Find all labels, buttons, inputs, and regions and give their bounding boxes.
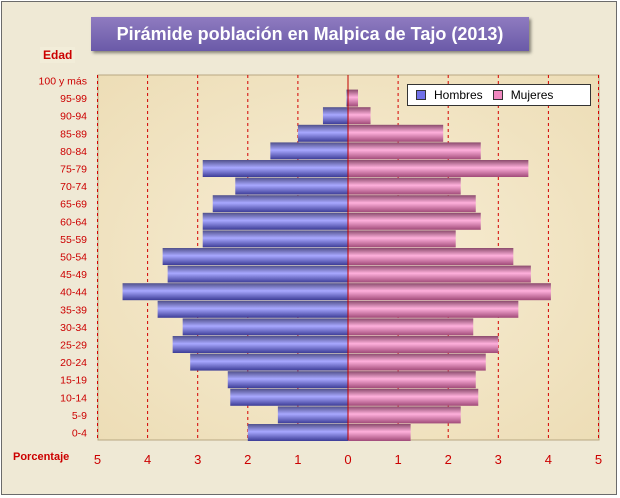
bar-hombres [322, 107, 348, 125]
x-tick-label: 2 [244, 452, 251, 467]
bar-mujeres [348, 371, 476, 389]
bar-mujeres [348, 177, 461, 195]
bar-hombres [122, 283, 348, 301]
bar-mujeres [348, 336, 499, 353]
bar-mujeres [348, 160, 529, 177]
bars-group [122, 89, 551, 441]
bar-hombres [172, 336, 348, 353]
x-tick-label: 5 [94, 452, 101, 467]
y-tick-label: 15-19 [60, 375, 87, 387]
bar-hombres [157, 300, 348, 318]
y-tick-label: 10-14 [60, 392, 87, 404]
y-tick-label: 75-79 [60, 164, 87, 176]
bar-mujeres [348, 212, 481, 230]
bar-hombres [202, 160, 348, 177]
bar-hombres [202, 212, 348, 230]
bar-mujeres [348, 300, 519, 318]
x-tick-label: 4 [144, 452, 151, 467]
bar-hombres [346, 89, 348, 107]
x-tick-label: 0 [344, 452, 351, 467]
bar-hombres [162, 248, 348, 265]
x-tick-label: 3 [194, 452, 201, 467]
y-tick-label: 70-74 [60, 181, 87, 193]
bar-hombres [212, 195, 348, 213]
y-tick-label: 20-24 [60, 357, 87, 369]
x-axis-label: Porcentaje [13, 451, 70, 463]
bar-hombres [235, 177, 348, 195]
bar-hombres [297, 124, 348, 142]
y-tick-label: 0-4 [72, 428, 87, 440]
y-tick-label: 65-69 [60, 199, 87, 211]
y-tick-label: 25-29 [60, 340, 87, 352]
bar-mujeres [348, 265, 531, 283]
bar-hombres [227, 371, 348, 389]
y-tick-label: 50-54 [60, 252, 87, 264]
bar-hombres [247, 424, 348, 441]
bar-hombres [190, 353, 348, 371]
y-tick-label: 45-49 [60, 269, 87, 281]
bar-mujeres [348, 406, 461, 424]
bar-mujeres [348, 230, 456, 248]
bar-mujeres [348, 318, 474, 336]
x-tick-label: 3 [495, 452, 502, 467]
chart-title: Pirámide población en Malpica de Tajo (2… [91, 17, 529, 51]
legend-swatch-mujeres [492, 90, 503, 100]
percent-tick-labels: 5 4 3 2 1 0 1 2 3 4 5 [94, 452, 602, 467]
bar-mujeres [348, 89, 359, 107]
bar-hombres [230, 388, 348, 406]
x-tick-label: 1 [294, 452, 301, 467]
bar-hombres [167, 265, 348, 283]
y-tick-label: 95-99 [60, 93, 87, 105]
y-tick-label: 80-84 [60, 146, 87, 158]
y-tick-label: 40-44 [60, 287, 87, 299]
y-tick-label: 100 y más [39, 76, 87, 88]
y-tick-label: 30-34 [60, 322, 87, 334]
y-tick-label: 35-39 [60, 304, 87, 316]
bar-mujeres [348, 248, 514, 265]
bar-mujeres [348, 353, 486, 371]
bar-mujeres [348, 124, 444, 142]
y-tick-label: 85-89 [60, 128, 87, 140]
y-tick-label: 5-9 [72, 410, 87, 422]
bar-mujeres [348, 195, 476, 213]
age-tick-labels: 100 y más 95-99 90-94 85-89 80-84 75-79 70-74 6… [39, 76, 88, 440]
bar-hombres [182, 318, 348, 336]
bar-hombres [277, 406, 348, 424]
x-tick-label: 4 [545, 452, 552, 467]
bar-mujeres [348, 424, 411, 441]
y-tick-label: 55-59 [60, 234, 87, 246]
x-tick-label: 1 [394, 452, 401, 467]
y-axis-label: Edad [40, 47, 76, 63]
bar-mujeres [348, 388, 479, 406]
bar-hombres [270, 142, 348, 160]
y-tick-label: 90-94 [60, 111, 87, 123]
x-tick-label: 5 [595, 452, 602, 467]
bar-mujeres [348, 142, 481, 160]
legend-label-hombres: Hombres [434, 88, 483, 102]
legend-swatch-hombres [416, 90, 426, 100]
bar-hombres [202, 230, 348, 248]
bar-mujeres [348, 107, 371, 125]
legend-label-mujeres: Mujeres [510, 88, 554, 102]
legend: Hombres Mujeres [407, 84, 591, 106]
x-tick-label: 2 [445, 452, 452, 467]
y-tick-label: 60-64 [60, 216, 87, 228]
bar-mujeres [348, 283, 551, 301]
